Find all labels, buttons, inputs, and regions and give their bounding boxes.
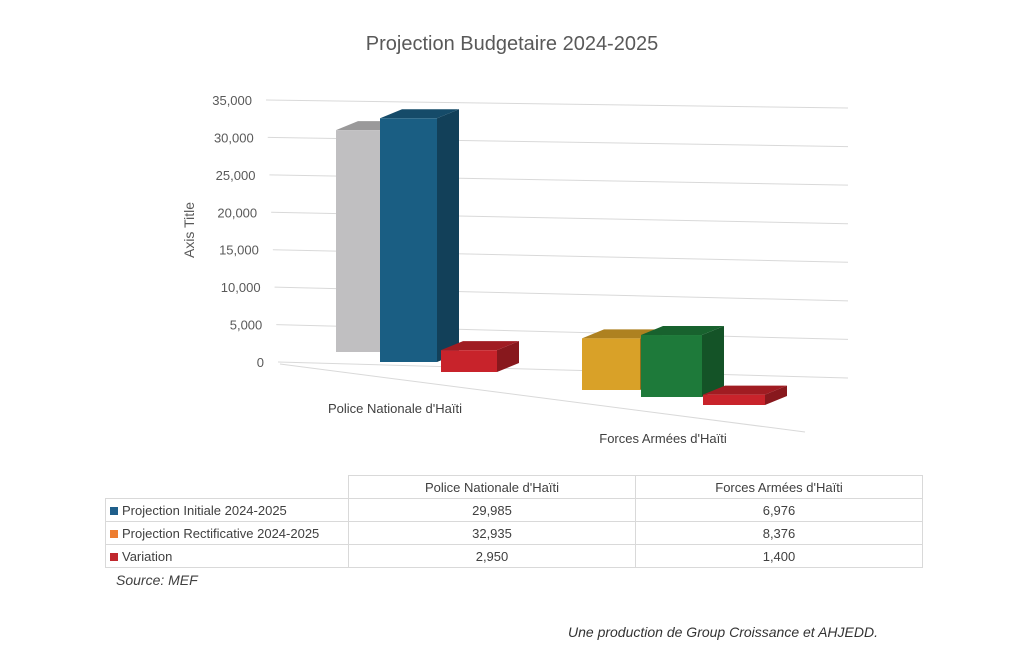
table-cell: 8,376: [635, 521, 923, 545]
bar-top: [641, 326, 724, 336]
y-tick-label: 0: [257, 355, 264, 370]
table-cell: 32,935: [348, 521, 636, 545]
chart-title: Projection Budgetaire 2024-2025: [365, 33, 659, 55]
legend-swatch: [110, 529, 118, 538]
bar: [336, 130, 388, 352]
bar-top: [380, 109, 459, 119]
bar-side: [497, 341, 519, 372]
table-row: Variation 2,950 1,400: [105, 544, 923, 568]
bar: [641, 335, 702, 397]
bar-side: [765, 385, 787, 405]
legend-entry: Variation: [105, 544, 349, 568]
legend-entry: Projection Initiale 2024-2025: [105, 498, 349, 522]
bar: [441, 350, 497, 372]
y-tick-label: 20,000: [217, 205, 257, 220]
y-tick-label: 10,000: [221, 280, 261, 295]
credit-note: Une production de Group Croissance et AH…: [568, 624, 878, 640]
y-tick-label: 5,000: [230, 318, 263, 333]
table-corner: [105, 475, 349, 499]
data-table: Police Nationale d'Haïti Forces Armées d…: [105, 475, 923, 568]
y-axis-title: Axis Title: [181, 202, 197, 258]
gridline: [265, 99, 849, 109]
source-note: Source: MEF: [116, 572, 198, 588]
chart-plot: 0 5,000 10,000 15,000 20,000 25,000 30,000 35,0…: [181, 93, 849, 446]
x-category-label: Forces Armées d'Haïti: [599, 431, 727, 446]
y-tick-label: 35,000: [212, 93, 252, 108]
table-header-cell: Forces Armées d'Haïti: [635, 475, 923, 499]
bar-side: [437, 109, 459, 362]
table-row: Projection Rectificative 2024-2025 32,93…: [105, 521, 923, 545]
bar-top: [703, 385, 787, 395]
table-header-cell: Police Nationale d'Haïti: [348, 475, 636, 499]
y-tick-label: 25,000: [216, 168, 256, 183]
y-tick-label: 30,000: [214, 130, 254, 145]
legend-entry: Projection Rectificative 2024-2025: [105, 521, 349, 545]
table-cell: 2,950: [348, 544, 636, 568]
bar: [703, 394, 765, 405]
y-tick-label: 15,000: [219, 243, 259, 258]
bar-top: [441, 341, 519, 351]
table-cell: 1,400: [635, 544, 923, 568]
legend-swatch: [110, 506, 118, 515]
table-cell: 6,976: [635, 498, 923, 522]
table-header-row: Police Nationale d'Haïti Forces Armées d…: [105, 475, 923, 499]
table-cell: 29,985: [348, 498, 636, 522]
table-row: Projection Initiale 2024-2025 29,985 6,9…: [105, 498, 923, 522]
bar: [582, 338, 640, 390]
bar-side: [702, 326, 724, 397]
legend-label: Projection Initiale 2024-2025: [122, 502, 287, 518]
bar: [380, 118, 437, 362]
legend-label: Projection Rectificative 2024-2025: [122, 525, 320, 541]
legend-swatch: [110, 552, 118, 561]
gridline: [277, 361, 849, 379]
x-category-label: Police Nationale d'Haïti: [328, 401, 462, 416]
legend-label: Variation: [122, 548, 173, 564]
floor-edge: [279, 363, 806, 433]
